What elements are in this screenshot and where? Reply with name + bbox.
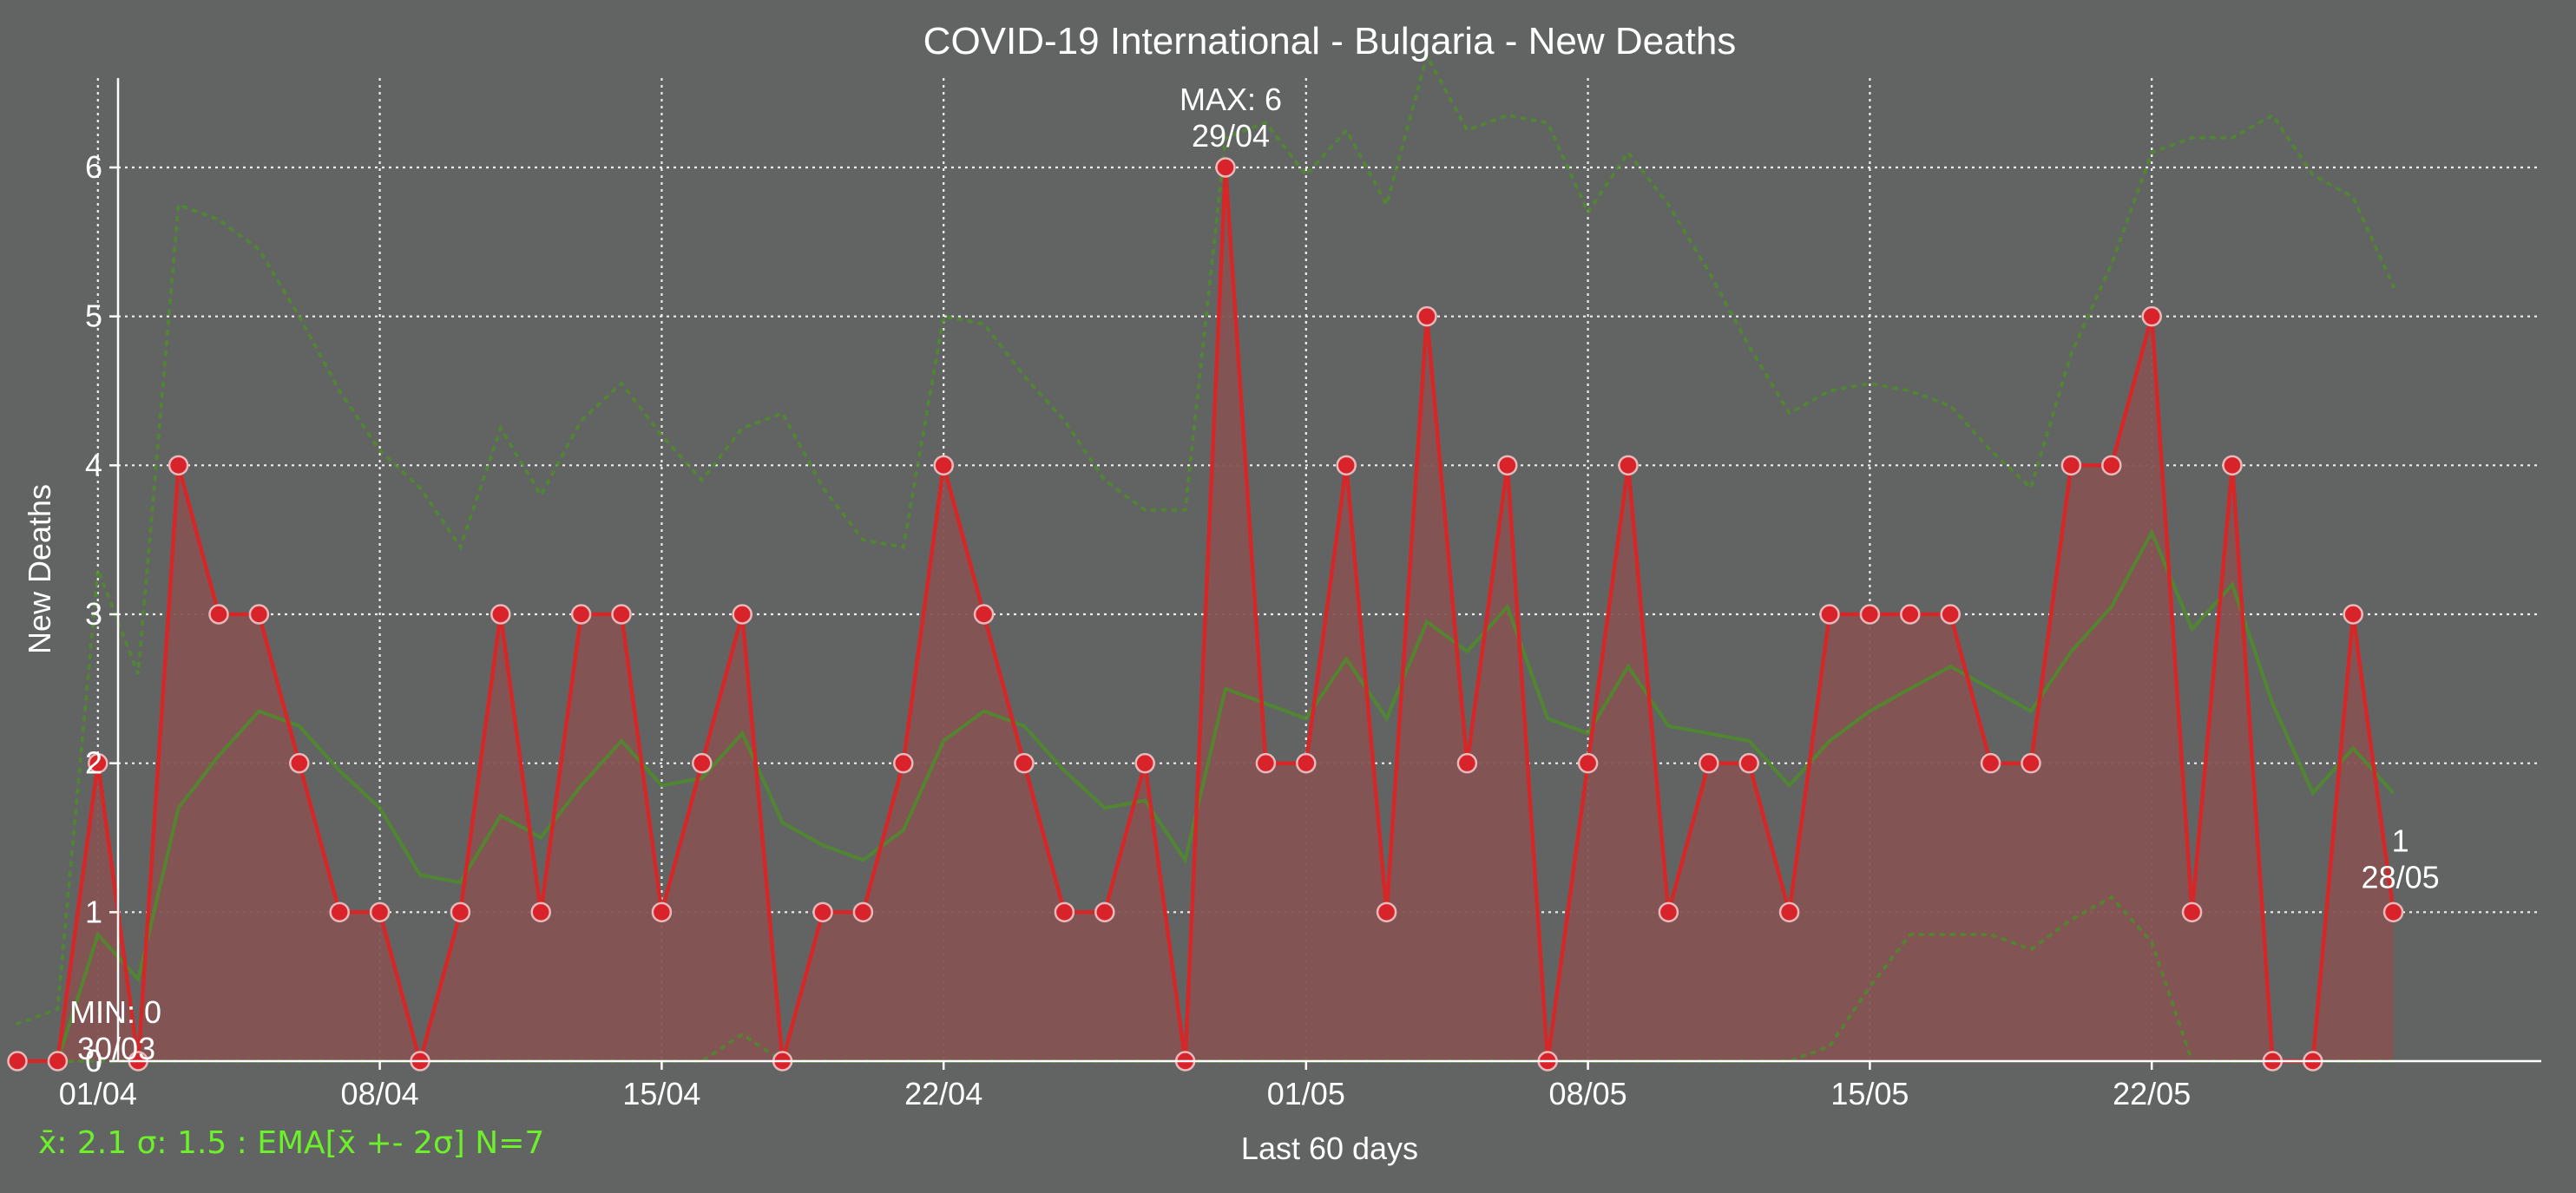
data-point (1900, 604, 1921, 625)
data-point (2382, 901, 2404, 923)
last-annotation-value: 1 (2392, 823, 2409, 858)
x-tick-label: 01/05 (1267, 1076, 1345, 1111)
data-point (47, 1051, 69, 1072)
ema-upper-band-line (16, 50, 2395, 1026)
data-point (1980, 752, 2001, 774)
data-point (1658, 901, 1679, 923)
y-tick-label: 3 (85, 596, 102, 632)
min-annotation-label: MIN: 0 (69, 994, 161, 1030)
data-point (1940, 604, 1961, 625)
data-point (1618, 455, 1639, 476)
data-point (1456, 752, 1478, 774)
x-tick-label: 08/05 (1549, 1076, 1627, 1111)
ema-line (17, 528, 2395, 1063)
data-point (450, 901, 471, 923)
y-tick-label: 4 (85, 447, 102, 482)
data-point (530, 901, 551, 923)
x-axis-label: Last 60 days (1241, 1131, 1418, 1166)
y-tick-label: 2 (85, 745, 102, 781)
data-point (893, 752, 914, 774)
data-point (1134, 752, 1155, 774)
data-point (852, 901, 874, 923)
data-point (570, 604, 592, 625)
data-point (1215, 157, 1236, 178)
data-point (1819, 604, 1840, 625)
data-point (812, 901, 833, 923)
data-point (1255, 752, 1277, 774)
data-point (7, 1051, 28, 1072)
data-point (611, 604, 632, 625)
data-point (732, 604, 752, 625)
y-axis-label: New Deaths (22, 484, 57, 654)
data-point (1699, 752, 1719, 774)
y-tick-label: 6 (85, 149, 102, 185)
data-point (2021, 752, 2041, 774)
data-point (2222, 455, 2243, 476)
data-point (1296, 752, 1317, 774)
data-point (2060, 455, 2082, 476)
y-tick-label: 5 (85, 298, 102, 334)
stats-legend: x̄: 2.1 σ: 1.5 : EMA[x̄ +- 2σ] N=7 (38, 1125, 545, 1161)
data-point (1778, 901, 1800, 923)
data-point (208, 604, 229, 625)
data-point (168, 455, 189, 476)
data-point (1859, 604, 1881, 625)
data-point (692, 752, 713, 774)
x-tick-label: 15/05 (1830, 1076, 1909, 1111)
x-tick-label: 15/04 (622, 1076, 700, 1111)
data-point (2141, 305, 2162, 327)
x-tick-label: 22/05 (2113, 1076, 2191, 1111)
data-point (289, 752, 310, 774)
chart-title: COVID-19 International - Bulgaria - New … (923, 20, 1737, 62)
data-point (933, 455, 954, 476)
data-point (490, 604, 511, 625)
data-point (651, 901, 673, 923)
max-annotation-date: 29/04 (1192, 118, 1270, 154)
data-point (1577, 752, 1599, 774)
x-tick-label: 22/04 (904, 1076, 982, 1111)
data-point (2181, 901, 2203, 923)
data-point (248, 604, 270, 625)
axes (116, 78, 2541, 1063)
y-tick-label: 1 (85, 894, 102, 929)
max-annotation-label: MAX: 6 (1180, 82, 1282, 117)
data-point (369, 901, 391, 923)
data-point (973, 604, 995, 625)
data-point (1094, 901, 1115, 923)
x-tick-label: 01/04 (59, 1076, 137, 1111)
data-point (1336, 455, 1357, 476)
data-point (329, 901, 350, 923)
data-point (1054, 901, 1075, 923)
x-tick-label: 08/04 (341, 1076, 419, 1111)
last-annotation-date: 28/05 (2362, 859, 2440, 895)
data-point (1497, 455, 1518, 476)
data-point (1416, 305, 1437, 327)
data-point (2343, 604, 2363, 625)
min-annotation-date: 30/03 (77, 1031, 155, 1066)
data-point (88, 752, 108, 774)
data-point (1376, 901, 1397, 923)
data-point (2101, 455, 2122, 476)
data-point (1738, 752, 1759, 774)
data-point (1014, 752, 1035, 774)
